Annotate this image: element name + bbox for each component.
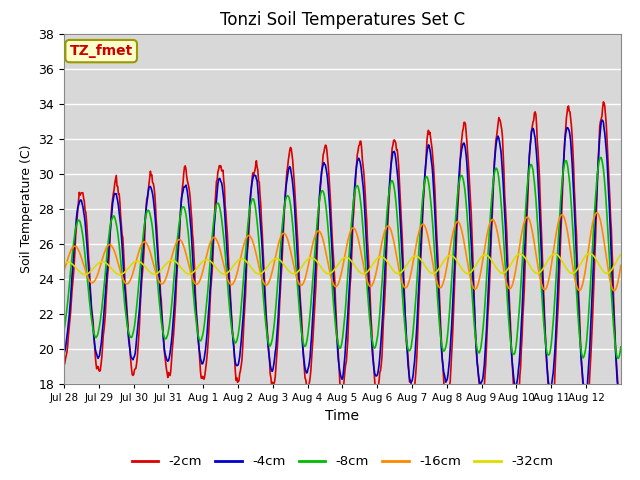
-2cm [400,274,408,279]
-2cm [125,338,133,344]
-2cm [60,363,68,369]
-4cm [60,351,68,357]
-16cm [276,235,284,240]
-16cm [228,282,236,288]
-4cm [228,320,236,326]
-32cm [116,272,124,277]
-32cm [586,251,593,256]
-8cm [228,326,236,332]
Legend: -2cm, -4cm, -8cm, -16cm, -32cm: -2cm, -4cm, -8cm, -16cm, -32cm [126,450,559,474]
-8cm [596,155,604,160]
X-axis label: Time: Time [325,408,360,422]
-4cm [276,275,284,281]
-32cm [617,252,625,257]
-16cm [431,272,439,277]
-16cm [611,288,618,294]
-8cm [255,244,263,250]
-16cm [400,284,408,289]
-2cm [600,99,607,105]
-8cm [276,246,284,252]
-8cm [614,356,621,361]
-2cm [617,407,625,413]
-8cm [60,327,68,333]
-2cm [255,180,263,185]
Line: -2cm: -2cm [64,102,621,414]
-32cm [277,258,285,264]
-2cm [548,411,556,417]
-16cm [125,279,133,285]
Line: -32cm: -32cm [64,253,621,275]
-32cm [256,271,264,277]
-32cm [126,263,134,269]
Y-axis label: Soil Temperature (C): Soil Temperature (C) [20,144,33,273]
Text: TZ_fmet: TZ_fmet [70,44,133,58]
-4cm [617,393,625,398]
-4cm [599,118,607,123]
-8cm [400,310,408,316]
-4cm [255,204,263,210]
-4cm [616,394,624,400]
-32cm [60,261,68,266]
-16cm [617,263,625,268]
-2cm [431,189,439,195]
-32cm [401,265,408,271]
Line: -4cm: -4cm [64,120,621,397]
-2cm [228,316,236,322]
-32cm [228,264,236,270]
-4cm [400,287,408,292]
-8cm [125,332,133,337]
-4cm [431,213,439,218]
-32cm [432,269,440,275]
-4cm [125,342,133,348]
Title: Tonzi Soil Temperatures Set C: Tonzi Soil Temperatures Set C [220,11,465,29]
-16cm [60,268,68,274]
-8cm [431,255,439,261]
-16cm [593,210,601,216]
-8cm [617,344,625,350]
Line: -16cm: -16cm [64,213,621,291]
Line: -8cm: -8cm [64,157,621,359]
-16cm [255,265,263,271]
-2cm [276,287,284,293]
